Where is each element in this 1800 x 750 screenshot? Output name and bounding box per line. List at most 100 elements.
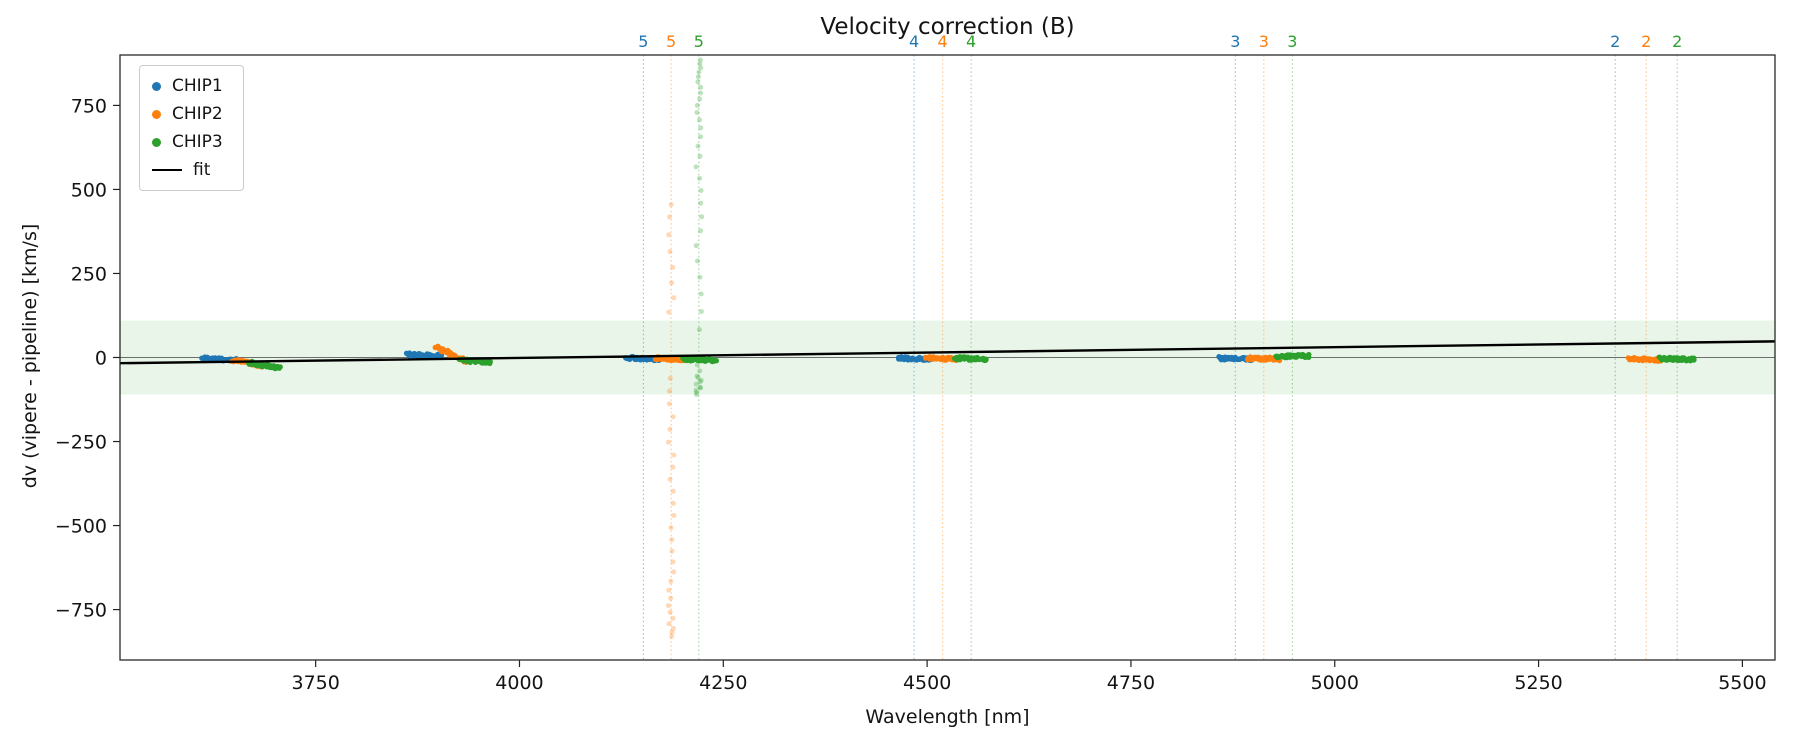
outlier-point bbox=[698, 90, 703, 96]
outlier-point bbox=[670, 615, 676, 621]
outlier-point bbox=[698, 309, 704, 314]
outlier-point bbox=[698, 65, 704, 71]
order-count-label: 2 bbox=[1672, 32, 1682, 51]
chart-title: Velocity correction (B) bbox=[820, 14, 1075, 40]
outlier-point bbox=[667, 375, 673, 381]
legend-label-chip3: CHIP3 bbox=[172, 132, 223, 152]
legend-item-chip3: CHIP3 bbox=[152, 132, 223, 152]
outlier-point bbox=[697, 175, 703, 181]
outlier-point bbox=[697, 96, 703, 102]
chip3-marker-icon bbox=[152, 137, 161, 147]
outlier-point bbox=[695, 74, 701, 80]
outlier-point bbox=[671, 295, 677, 301]
outlier-point bbox=[697, 379, 703, 385]
outlier-point bbox=[694, 102, 700, 108]
outlier-point bbox=[698, 377, 704, 383]
outlier-point bbox=[693, 387, 699, 393]
x-tick-label: 5250 bbox=[1514, 672, 1562, 694]
outlier-point bbox=[694, 392, 699, 397]
outlier-point bbox=[694, 110, 700, 115]
outlier-point bbox=[667, 609, 673, 615]
data-point bbox=[1306, 351, 1312, 358]
outlier-point bbox=[698, 228, 704, 234]
outlier-point bbox=[666, 401, 672, 407]
order-count-label: 2 bbox=[1610, 32, 1620, 51]
outlier-point bbox=[671, 452, 677, 458]
outlier-point bbox=[694, 373, 700, 379]
outlier-point bbox=[693, 381, 699, 387]
outlier-point bbox=[697, 61, 703, 67]
outlier-point bbox=[698, 385, 703, 391]
outlier-point bbox=[668, 202, 674, 208]
order-count-label: 4 bbox=[938, 32, 948, 51]
outlier-point bbox=[697, 117, 702, 123]
outlier-point bbox=[693, 243, 699, 249]
outlier-point bbox=[698, 200, 704, 206]
outlier-point bbox=[670, 559, 676, 565]
outlier-point bbox=[695, 143, 701, 149]
outlier-point bbox=[694, 362, 700, 368]
order-count-label: 3 bbox=[1230, 32, 1240, 51]
outlier-point bbox=[699, 214, 705, 220]
outlier-point bbox=[668, 595, 674, 601]
outlier-point bbox=[698, 134, 703, 140]
outlier-point bbox=[666, 621, 672, 627]
x-tick-label: 4500 bbox=[903, 672, 951, 694]
outlier-point bbox=[698, 188, 704, 193]
outlier-point bbox=[668, 578, 674, 584]
outlier-point bbox=[666, 587, 672, 593]
outlier-point bbox=[671, 569, 677, 575]
order-count-label: 3 bbox=[1259, 32, 1269, 51]
outlier-point bbox=[698, 57, 703, 63]
outlier-point bbox=[670, 464, 676, 470]
y-tick-label: 750 bbox=[71, 95, 107, 117]
y-tick-label: −250 bbox=[55, 432, 107, 454]
legend-label-chip2: CHIP2 bbox=[172, 104, 223, 124]
outlier-point bbox=[669, 548, 675, 554]
outlier-point bbox=[666, 232, 672, 238]
outlier-point bbox=[670, 625, 676, 631]
x-tick-label: 3750 bbox=[291, 672, 339, 694]
legend-label-fit: fit bbox=[193, 160, 211, 180]
outlier-point bbox=[671, 513, 677, 518]
chip1-marker-icon bbox=[152, 81, 161, 91]
outlier-point bbox=[665, 439, 671, 445]
outlier-point bbox=[697, 153, 703, 159]
outlier-point bbox=[697, 274, 703, 280]
y-axis-label: dv (vipere - pipeline) [km/s] bbox=[19, 223, 41, 489]
axes-frame bbox=[119, 54, 1776, 661]
outlier-point bbox=[665, 603, 671, 609]
order-count-label: 5 bbox=[638, 32, 648, 51]
outlier-point bbox=[669, 280, 675, 286]
order-count-label: 4 bbox=[909, 32, 919, 51]
x-tick-label: 4000 bbox=[495, 672, 543, 694]
chip2-marker-icon bbox=[152, 109, 161, 119]
outlier-point bbox=[696, 327, 702, 333]
order-count-label: 5 bbox=[666, 32, 676, 51]
outlier-point bbox=[695, 79, 701, 85]
order-count-label: 4 bbox=[966, 32, 976, 51]
y-tick-label: −500 bbox=[55, 516, 107, 538]
x-tick-label: 5000 bbox=[1311, 672, 1359, 694]
outlier-point bbox=[670, 414, 676, 420]
outlier-point bbox=[669, 629, 675, 635]
outlier-point bbox=[669, 634, 675, 639]
order-count-label: 3 bbox=[1287, 32, 1297, 51]
outlier-point bbox=[667, 249, 673, 255]
outlier-point bbox=[670, 264, 676, 270]
outlier-point bbox=[666, 309, 672, 315]
fit-line-marker-icon bbox=[152, 169, 182, 171]
series-chip3-outliers bbox=[693, 57, 705, 397]
outlier-point bbox=[670, 488, 676, 494]
order-count-label: 5 bbox=[694, 32, 704, 51]
data-point bbox=[487, 360, 493, 367]
y-tick-label: 0 bbox=[95, 348, 107, 370]
legend-item-chip2: CHIP2 bbox=[152, 104, 223, 124]
legend: CHIP1 CHIP2 CHIP3 fit bbox=[139, 65, 244, 191]
legend-label-chip1: CHIP1 bbox=[172, 76, 223, 96]
y-tick-label: 500 bbox=[71, 179, 107, 201]
outlier-point bbox=[693, 164, 699, 170]
outlier-point bbox=[697, 384, 703, 390]
